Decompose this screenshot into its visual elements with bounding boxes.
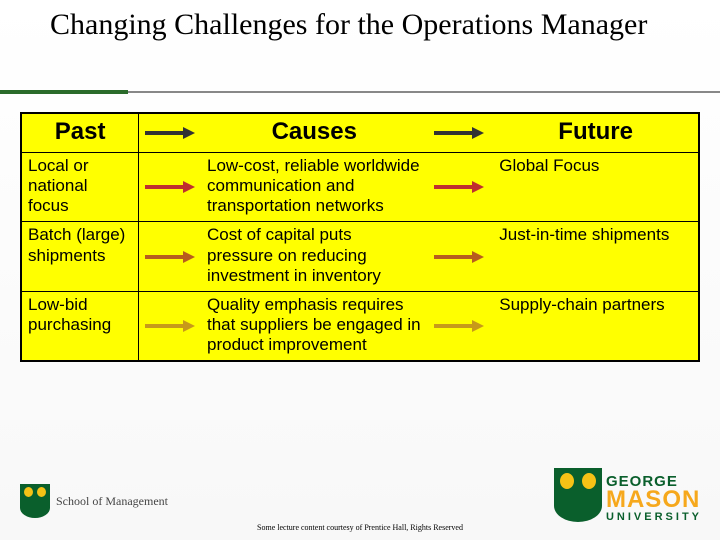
challenges-table: PastCausesFutureLocal or national focusL… [20,112,700,362]
arrow-icon [145,251,195,263]
cell-causes: Quality emphasis requires that suppliers… [201,292,428,360]
cell-future: Supply-chain partners [493,292,698,360]
header-past: Past [22,114,139,152]
arrow-icon [145,181,195,193]
slide-title: Changing Challenges for the Operations M… [50,8,720,41]
table-row: Low-bid purchasing Quality emphasis requi… [22,291,698,360]
cell-past: Low-bid purchasing [22,292,139,360]
header-future: Future [493,114,698,152]
table-row: Batch (large) shipments Cost of capital p… [22,221,698,290]
gmu-university: UNIVERSITY [606,512,702,522]
underline-green [0,90,128,94]
arrow-icon [434,251,484,263]
som-label: School of Management [56,494,168,509]
cell-arrow2 [428,153,494,221]
table-header-row: Past Causes Future [22,114,698,152]
cell-past: Local or national focus [22,153,139,221]
underline-grey [128,91,720,93]
title-underline [0,90,720,94]
cell-past: Batch (large) shipments [22,222,139,290]
arrow-icon [434,320,484,332]
cell-arrow1 [139,153,201,221]
mason-shield-big-icon [554,468,602,522]
header-arrow2 [428,114,494,152]
cell-arrow1 [139,292,201,360]
mason-shield-icon [20,484,50,518]
table-row: Local or national focus Low-cost, reliabl… [22,152,698,221]
arrow-icon [145,127,195,139]
arrow-icon [434,181,484,193]
arrow-icon [434,127,484,139]
cell-causes: Low-cost, reliable worldwide communicati… [201,153,428,221]
cell-causes: Cost of capital puts pressure on reducin… [201,222,428,290]
header-causes: Causes [201,114,428,152]
title-area: Changing Challenges for the Operations M… [0,0,720,41]
gmu-mason: MASON [606,489,702,512]
gmu-wordmark: GEORGE MASON UNIVERSITY [606,475,702,522]
cell-future: Just-in-time shipments [493,222,698,290]
cell-arrow2 [428,222,494,290]
logo-school-of-management: School of Management [20,484,168,518]
cell-arrow2 [428,292,494,360]
arrow-icon [145,320,195,332]
logo-gmu: GEORGE MASON UNIVERSITY [554,468,702,522]
footer-credit: Some lecture content courtesy of Prentic… [0,523,720,532]
header-arrow1 [139,114,201,152]
cell-arrow1 [139,222,201,290]
cell-future: Global Focus [493,153,698,221]
